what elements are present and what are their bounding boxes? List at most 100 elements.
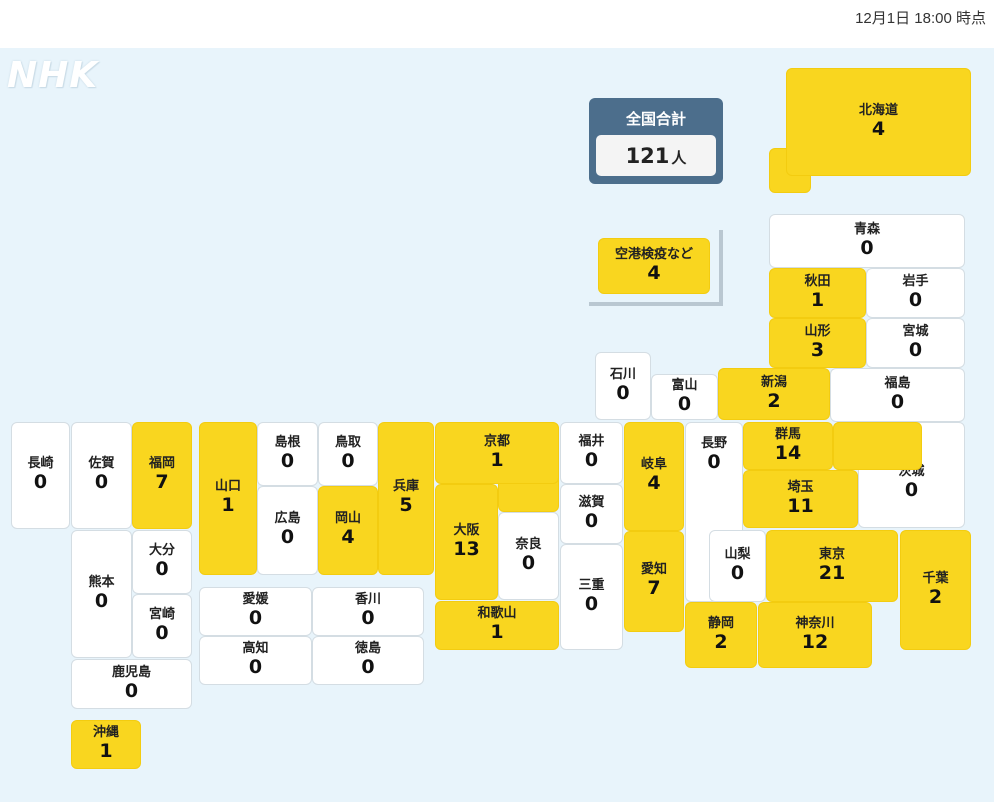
pref-toyama[interactable]: 富山 0 [651,374,718,420]
pref-kanagawa[interactable]: 神奈川 12 [758,602,872,668]
pref-aichi[interactable]: 愛知 7 [624,531,684,632]
pref-count: 21 [818,561,846,584]
pref-fukushima[interactable]: 福島 0 [830,368,965,422]
pref-wakayama[interactable]: 和歌山 1 [435,601,559,650]
pref-name: 鳥取 [334,434,361,450]
pref-miyagi[interactable]: 宮城 0 [866,318,965,368]
pref-count: 0 [33,471,48,494]
pref-okayama[interactable]: 岡山 4 [318,486,378,575]
pref-name: 新潟 [760,374,787,390]
pref-count: 0 [584,448,599,471]
pref-name: 三重 [578,577,605,593]
pref-oita[interactable]: 大分 0 [132,530,192,594]
pref-saitama[interactable]: 埼玉 11 [743,470,858,528]
pref-yamaguchi[interactable]: 山口 1 [199,422,257,575]
pref-name: 愛知 [640,562,667,578]
pref-name: 山口 [214,479,241,495]
pref-count: 0 [280,449,295,472]
pref-nagasaki[interactable]: 長崎 0 [11,422,70,529]
timestamp: 12月1日 18:00 時点 [855,10,986,27]
pref-tokushima[interactable]: 徳島 0 [312,636,424,685]
pref-count: 0 [155,621,169,644]
pref-count: 0 [361,656,375,679]
pref-kagawa[interactable]: 香川 0 [312,587,424,636]
pref-kochi[interactable]: 高知 0 [199,636,312,685]
pref-count: 0 [248,607,263,630]
pref-count: 0 [707,450,721,473]
pref-count: 0 [908,338,923,361]
pref-nara[interactable]: 奈良 0 [498,512,559,600]
pref-gifu[interactable]: 岐阜 4 [624,422,684,531]
pref-name: 神奈川 [795,615,835,631]
pref-name: 宮崎 [148,606,175,622]
pref-airport-quarantine[interactable]: 空港検疫など 4 [598,238,710,294]
national-total-unit: 人 [671,149,687,167]
pref-fukuoka[interactable]: 福岡 7 [132,422,192,529]
pref-count: 5 [399,494,413,517]
pref-name: 秋田 [804,273,831,289]
pref-name: 千葉 [922,570,949,586]
pref-name: 福井 [578,433,605,449]
pref-count: 4 [871,117,886,140]
pref-kagoshima[interactable]: 鹿児島 0 [71,659,192,709]
pref-tokyo[interactable]: 東京 21 [766,530,898,602]
pref-ehime[interactable]: 愛媛 0 [199,587,312,636]
pref-gunma[interactable]: 群馬 14 [743,422,833,470]
pref-name: 長崎 [27,456,54,472]
pref-hiroshima[interactable]: 広島 0 [257,486,318,575]
pref-kumamoto[interactable]: 熊本 0 [71,530,132,658]
pref-hokkaido[interactable]: 北海道 4 [786,68,971,176]
pref-shiga[interactable]: 滋賀 0 [560,484,623,544]
pref-osaka[interactable]: 大阪 13 [435,484,498,600]
national-total-count: 121 [625,143,670,168]
pref-name: 岩手 [902,273,929,289]
pref-count: 0 [908,288,923,311]
pref-name: 長野 [700,436,727,451]
pref-fukui[interactable]: 福井 0 [560,422,623,484]
pref-yamanashi[interactable]: 山梨 0 [709,530,766,602]
pref-count: 14 [774,441,802,464]
pref-name: 山形 [804,323,831,339]
pref-count: 4 [341,526,355,549]
pref-miyazaki[interactable]: 宮崎 0 [132,594,192,658]
pref-count: 1 [99,740,113,763]
pref-ishikawa[interactable]: 石川 0 [595,352,651,420]
pref-hyogo[interactable]: 兵庫 5 [378,422,434,575]
pref-okinawa[interactable]: 沖縄 1 [71,720,141,769]
pref-count: 0 [280,526,295,549]
pref-name: 京都 [483,433,510,449]
pref-count: 0 [860,236,874,259]
pref-name: 兵庫 [392,479,419,495]
pref-chiba[interactable]: 千葉 2 [900,530,971,650]
pref-aomori[interactable]: 青森 0 [769,214,965,268]
pref-tochigi-front [833,422,922,470]
pref-name: 広島 [274,511,301,527]
pref-shizuoka[interactable]: 静岡 2 [685,602,757,668]
pref-count: 2 [767,389,781,412]
pref-name: 和歌山 [477,606,517,622]
pref-count: 1 [490,621,504,644]
pref-name: 奈良 [515,536,542,552]
pref-count: 0 [248,656,263,679]
pref-saga[interactable]: 佐賀 0 [71,422,132,529]
pref-count: 0 [584,592,599,615]
pref-niigata[interactable]: 新潟 2 [718,368,830,420]
airport-divider-horizontal [589,302,723,306]
pref-kyoto[interactable]: 京都 1 [435,422,559,484]
pref-tottori[interactable]: 鳥取 0 [318,422,378,486]
pref-name: 石川 [609,366,636,382]
pref-name: 青森 [853,221,880,237]
pref-count: 0 [124,679,139,702]
pref-name: 北海道 [858,102,898,118]
pref-count: 0 [155,557,169,580]
pref-iwate[interactable]: 岩手 0 [866,268,965,318]
pref-name: 大阪 [453,522,480,538]
pref-name: 高知 [242,641,269,657]
pref-akita[interactable]: 秋田 1 [769,268,866,318]
pref-count: 7 [155,471,169,494]
pref-count: 0 [361,607,375,630]
pref-yamagata[interactable]: 山形 3 [769,318,866,368]
pref-shimane[interactable]: 島根 0 [257,422,318,486]
pref-count: 1 [810,288,825,311]
pref-mie[interactable]: 三重 0 [560,544,623,650]
